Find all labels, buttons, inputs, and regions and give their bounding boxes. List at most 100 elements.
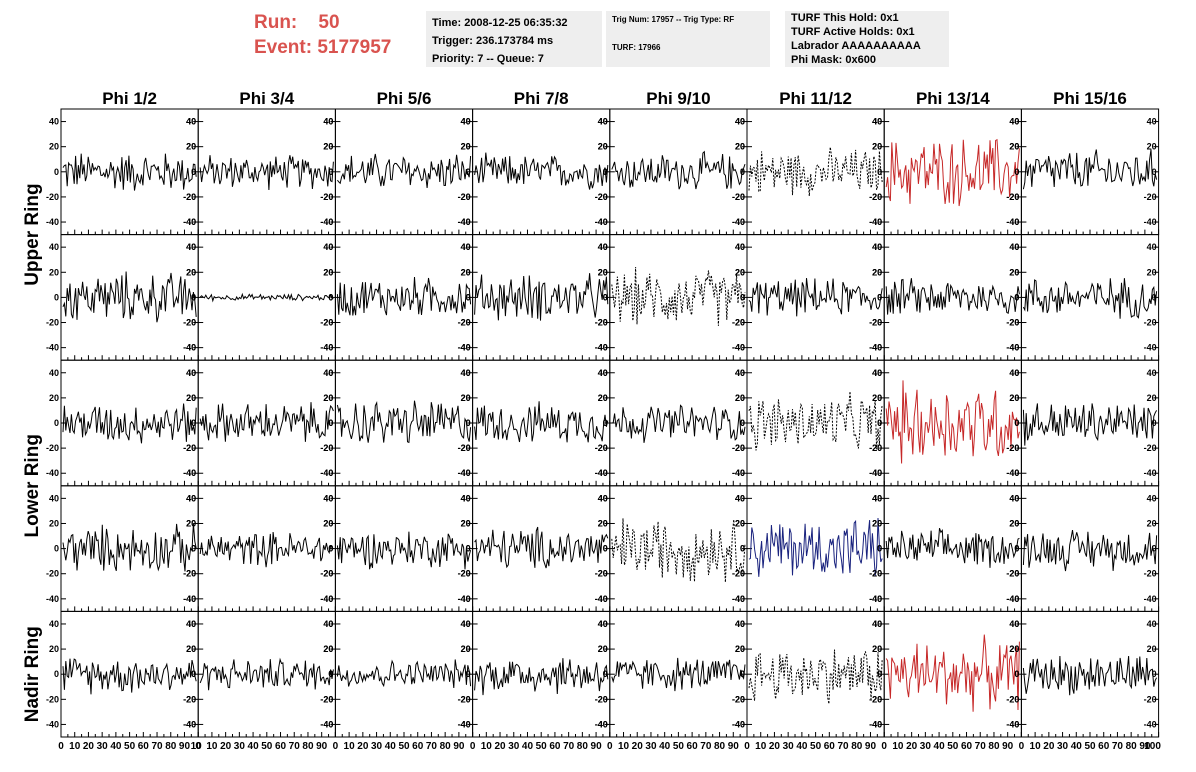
- y-tick-label: 0: [54, 418, 59, 428]
- y-tick-label: -20: [732, 694, 745, 704]
- time-info-box: Time: 2008-12-25 06:35:32 Trigger: 236.1…: [426, 11, 602, 67]
- column-title: Phi 15/16: [1053, 89, 1127, 108]
- y-tick-label: -40: [458, 719, 471, 729]
- y-tick-label: 0: [603, 669, 608, 679]
- x-tick-label: 80: [440, 741, 452, 752]
- y-tick-label: 20: [872, 393, 882, 403]
- y-tick-label: -40: [869, 468, 882, 478]
- y-tick-label: 20: [323, 142, 333, 152]
- y-tick-label: -20: [46, 569, 59, 579]
- y-tick-label: 40: [323, 242, 333, 252]
- y-tick-label: 0: [740, 292, 745, 302]
- event-value: 5177957: [317, 37, 392, 58]
- y-tick-label: -40: [732, 217, 745, 227]
- y-tick-label: -20: [320, 192, 333, 202]
- y-tick-label: -20: [320, 443, 333, 453]
- time-line: Time: 2008-12-25 06:35:32: [432, 17, 568, 29]
- y-tick-label: -20: [320, 694, 333, 704]
- x-tick-label: 30: [97, 741, 109, 752]
- panel-frame: [746, 610, 885, 738]
- y-tick-label: 20: [735, 644, 745, 654]
- y-tick-label: 20: [735, 518, 745, 528]
- y-tick-label: 0: [740, 669, 745, 679]
- y-tick-label: -20: [1006, 192, 1019, 202]
- y-tick-label: -40: [183, 468, 196, 478]
- y-tick-label: -20: [869, 443, 882, 453]
- y-tick-label: -40: [1144, 719, 1157, 729]
- y-tick-label: 20: [598, 644, 608, 654]
- x-tick-label: 70: [289, 741, 301, 752]
- y-tick-label: 40: [1147, 619, 1157, 629]
- y-tick-label: 20: [461, 267, 471, 277]
- y-tick-label: 0: [877, 418, 882, 428]
- y-tick-label: 40: [49, 368, 59, 378]
- y-tick-label: 20: [323, 644, 333, 654]
- y-tick-label: -20: [183, 318, 196, 328]
- y-tick-label: 0: [740, 292, 745, 302]
- y-tick-label: -40: [183, 719, 196, 729]
- x-tick-label: 10: [481, 741, 493, 752]
- y-tick-label: 20: [49, 518, 59, 528]
- y-tick-label: -40: [1144, 217, 1157, 227]
- y-tick-label: 20: [735, 142, 745, 152]
- y-tick-label: -40: [1006, 719, 1019, 729]
- y-tick-label: -40: [1006, 594, 1019, 604]
- y-tick-label: 20: [1147, 393, 1157, 403]
- y-tick-label: -40: [732, 719, 745, 729]
- x-tick-label: 10: [1030, 741, 1042, 752]
- y-tick-label: -20: [869, 318, 882, 328]
- x-tick-label: 80: [714, 741, 726, 752]
- waveform-trace: [474, 152, 609, 190]
- waveform-trace: [474, 526, 609, 569]
- y-tick-label: -40: [595, 343, 608, 353]
- x-tick-label: 70: [837, 741, 849, 752]
- x-tick-label: 10: [755, 741, 767, 752]
- y-tick-label: 20: [323, 267, 333, 277]
- x-tick-label: 30: [1057, 741, 1069, 752]
- x-tick-label: 60: [549, 741, 561, 752]
- y-tick-label: -20: [320, 443, 333, 453]
- waveform-trace: [62, 658, 197, 695]
- y-tick-label: -40: [320, 343, 333, 353]
- y-tick-label: 20: [186, 644, 196, 654]
- y-tick-label: 40: [1147, 493, 1157, 503]
- x-tick-label: 50: [261, 741, 273, 752]
- y-tick-label: -20: [869, 569, 882, 579]
- y-tick-label: 40: [1009, 493, 1019, 503]
- x-tick-label: 20: [220, 741, 232, 752]
- y-tick-label: -20: [595, 443, 608, 453]
- x-tick-label: 60: [412, 741, 424, 752]
- y-tick-label: -20: [183, 443, 196, 453]
- y-tick-label: 20: [49, 267, 59, 277]
- x-tick-label: 20: [906, 741, 918, 752]
- y-tick-label: -20: [595, 569, 608, 579]
- y-tick-label: -40: [458, 594, 471, 604]
- waveform-trace: [1022, 149, 1158, 190]
- y-tick-label: 0: [740, 167, 745, 177]
- y-tick-label: -20: [1006, 318, 1019, 328]
- panel-frame: [746, 359, 885, 487]
- y-tick-label: -20: [458, 443, 471, 453]
- y-tick-label: 0: [603, 544, 608, 554]
- x-tick-label: 70: [563, 741, 575, 752]
- y-tick-label: -20: [320, 318, 333, 328]
- x-tick-label: 50: [124, 741, 136, 752]
- y-tick-label: -20: [732, 569, 745, 579]
- x-tick-label: 40: [1071, 741, 1083, 752]
- x-tick-label: 0: [470, 741, 476, 752]
- y-tick-label: 40: [461, 242, 471, 252]
- x-tick-label: 80: [988, 741, 1000, 752]
- y-tick-label: 20: [323, 518, 333, 528]
- y-tick-label: 40: [186, 493, 196, 503]
- y-tick-label: 40: [49, 242, 59, 252]
- waveform-trace: [336, 659, 472, 689]
- y-tick-label: 0: [1014, 544, 1019, 554]
- y-tick-label: 40: [1147, 117, 1157, 127]
- waveform-trace: [1022, 403, 1158, 446]
- y-tick-label: 0: [740, 544, 745, 554]
- waveform-trace: [474, 658, 609, 696]
- x-tick-label: 90: [1139, 741, 1151, 752]
- x-tick-label: 30: [371, 741, 383, 752]
- x-tick-label: 50: [1084, 741, 1096, 752]
- y-tick-label: 0: [603, 292, 608, 302]
